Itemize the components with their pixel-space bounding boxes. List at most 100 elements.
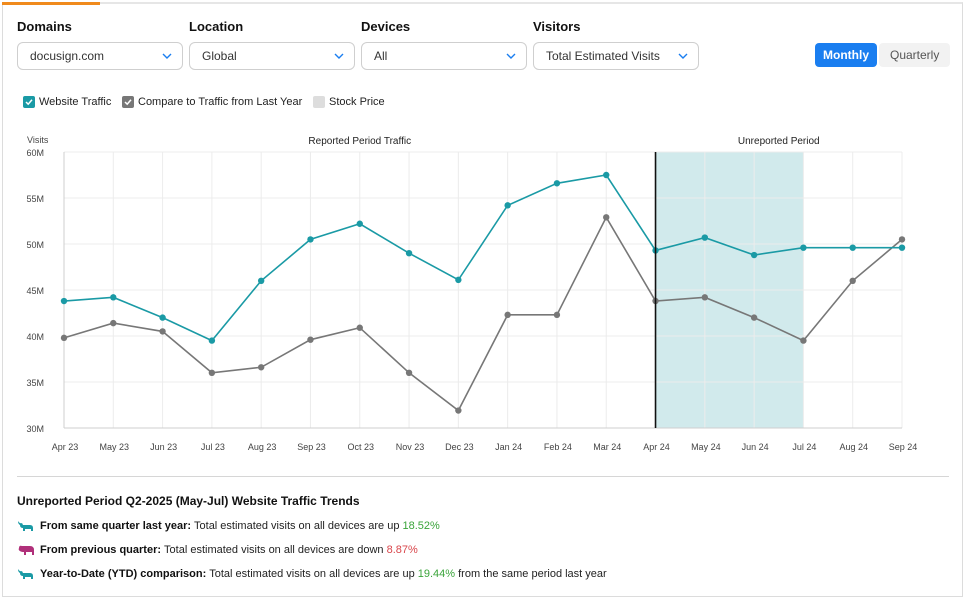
data-point <box>800 244 807 251</box>
summary-title: Unreported Period Q2-2025 (May-Jul) Webs… <box>17 494 360 508</box>
summary-suffix: from the same period last year <box>458 568 607 580</box>
y-axis-label: Visits <box>27 135 49 145</box>
y-tick-label: 30M <box>26 424 44 434</box>
check-icon <box>124 99 132 106</box>
summary-label: From previous quarter: <box>40 544 162 556</box>
y-tick-label: 60M <box>26 148 44 158</box>
domains-label: Domains <box>17 19 72 34</box>
location-filter: Location Global <box>189 19 355 70</box>
y-tick-label: 45M <box>26 286 44 296</box>
stock-price-label: Stock Price <box>329 96 385 108</box>
data-point <box>110 294 117 301</box>
summary-row-same-quarter: From same quarter last year: Total estim… <box>17 519 440 533</box>
x-tick-label: Dec 23 <box>445 442 474 452</box>
x-tick-label: May 24 <box>691 442 721 452</box>
y-tick-label: 40M <box>26 332 44 342</box>
check-icon <box>25 99 33 106</box>
x-tick-label: Jul 23 <box>201 442 225 452</box>
x-tick-label: Jan 24 <box>495 442 522 452</box>
bull-icon <box>18 569 33 579</box>
x-tick-label: Mar 24 <box>593 442 621 452</box>
website-traffic-checkbox[interactable] <box>23 96 35 108</box>
chevron-down-icon <box>162 53 172 59</box>
visitors-filter: Visitors Total Estimated Visits <box>533 19 699 70</box>
y-tick-label: 55M <box>26 194 44 204</box>
devices-label: Devices <box>361 19 411 34</box>
data-point <box>257 364 265 371</box>
legend-stock-price[interactable]: Stock Price <box>313 95 385 109</box>
visitors-label: Visitors <box>533 19 581 34</box>
x-tick-label: Jun 23 <box>150 442 177 452</box>
monthly-button[interactable]: Monthly <box>815 43 877 67</box>
data-point <box>257 277 265 284</box>
data-point <box>849 277 856 284</box>
data-point <box>405 369 413 376</box>
summary-value: 18.52% <box>402 520 440 532</box>
chevron-down-icon <box>506 53 516 59</box>
chevron-down-icon <box>678 53 688 59</box>
compare-traffic-label: Compare to Traffic from Last Year <box>138 96 303 108</box>
compare-traffic-checkbox[interactable] <box>122 96 134 108</box>
y-tick-label: 35M <box>26 378 44 388</box>
data-point <box>849 244 856 251</box>
data-point <box>750 314 758 321</box>
chevron-down-icon <box>334 53 344 59</box>
visitors-value: Total Estimated Visits <box>546 49 660 63</box>
data-point <box>553 311 561 319</box>
visitors-select[interactable]: Total Estimated Visits <box>533 42 699 70</box>
data-point <box>504 311 511 319</box>
summary-text: Total estimated visits on all devices ar… <box>164 544 384 556</box>
summary-row-previous-quarter: From previous quarter: Total estimated v… <box>17 543 418 557</box>
data-point <box>307 236 314 243</box>
domains-select[interactable]: docusign.com <box>17 42 183 70</box>
data-point <box>110 319 117 327</box>
data-point <box>159 328 166 335</box>
period-toggle: Monthly Quarterly <box>815 43 951 68</box>
legend-website-traffic[interactable]: Website Traffic <box>23 95 111 109</box>
location-label: Location <box>189 19 244 34</box>
traffic-line-chart: 30M 35M 40M 45M 50M 55M 60M Apr 23 May 23 Jun 23 J… <box>26 135 917 452</box>
devices-select[interactable]: All <box>361 42 527 70</box>
section-divider <box>17 476 949 477</box>
data-point <box>701 294 709 301</box>
data-point <box>60 334 68 342</box>
legend-compare-traffic[interactable]: Compare to Traffic from Last Year <box>122 95 302 109</box>
summary-value: 8.87% <box>386 544 418 556</box>
data-point <box>455 276 462 284</box>
summary-row-ytd: Year-to-Date (YTD) comparison: Total est… <box>17 567 607 581</box>
x-tick-label: Jun 24 <box>742 442 769 452</box>
data-point <box>898 236 906 243</box>
data-point <box>504 202 511 209</box>
bull-icon <box>18 521 33 531</box>
data-point <box>701 234 709 241</box>
devices-value: All <box>374 49 388 63</box>
data-point <box>356 220 363 227</box>
x-tick-label: Aug 23 <box>248 442 277 452</box>
series-line <box>63 215 903 412</box>
data-point <box>405 250 413 257</box>
reported-period-label: Reported Period Traffic <box>308 136 411 147</box>
x-tick-label: Sep 23 <box>297 442 326 452</box>
summary-value: 19.44% <box>417 568 456 580</box>
website-traffic-label: Website Traffic <box>39 96 112 108</box>
data-point <box>208 337 216 344</box>
x-tick-label: Aug 24 <box>839 442 868 452</box>
x-tick-label: Apr 23 <box>52 442 79 452</box>
bear-icon <box>18 545 34 555</box>
data-point <box>800 337 807 344</box>
devices-filter: Devices All <box>361 19 527 70</box>
location-select[interactable]: Global <box>189 42 355 70</box>
location-value: Global <box>202 49 237 63</box>
stock-price-checkbox[interactable] <box>313 96 325 108</box>
data-point <box>603 171 610 179</box>
summary-label: From same quarter last year: <box>40 520 192 532</box>
quarterly-button[interactable]: Quarterly <box>879 43 951 67</box>
data-point <box>898 244 906 251</box>
x-tick-label: May 23 <box>100 442 130 452</box>
data-point <box>356 324 363 331</box>
data-point <box>159 314 166 321</box>
x-tick-label: Apr 24 <box>643 442 670 452</box>
x-tick-label: Jul 24 <box>792 442 816 452</box>
domains-filter: Domains docusign.com <box>17 19 183 70</box>
